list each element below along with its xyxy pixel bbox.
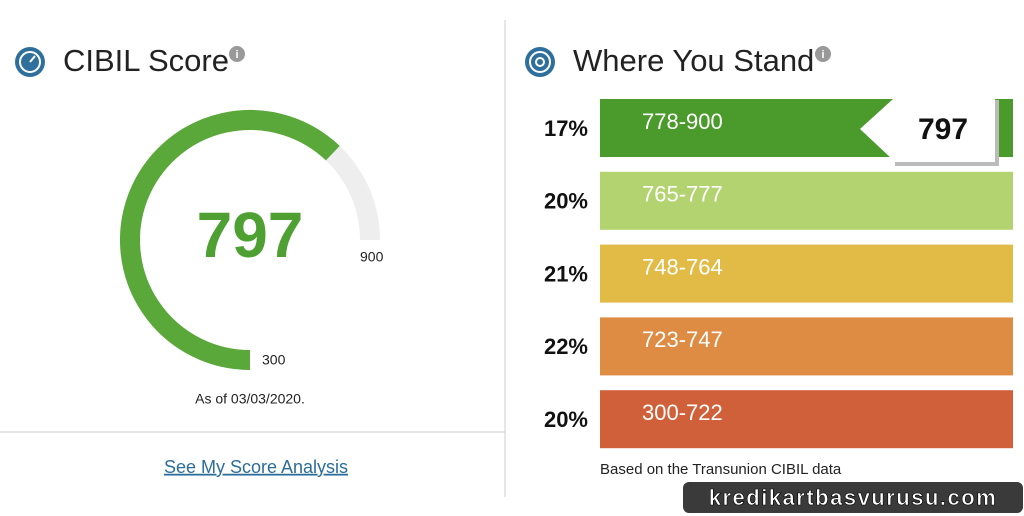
- gauge-icon: [15, 47, 45, 77]
- percent-label: 22%: [544, 334, 588, 359]
- score-gauge: [120, 110, 380, 370]
- marker-score: 797: [918, 113, 968, 146]
- score-distribution: 17% 778-900 20% 765-777 21% 748-764 22% 723-747…: [544, 99, 1013, 449]
- score-marker: [860, 99, 995, 160]
- percent-label: 21%: [544, 261, 588, 286]
- range-label: 778-900: [642, 109, 723, 134]
- svg-text:i: i: [235, 49, 238, 61]
- gauge-fill: [120, 110, 340, 370]
- info-icon[interactable]: i: [229, 46, 245, 62]
- gauge-min-label: 300: [262, 352, 286, 368]
- as-of-date: As of 03/03/2020.: [195, 391, 305, 407]
- watermark: kredikartbasvurusu.com: [709, 485, 998, 510]
- info-icon[interactable]: i: [815, 46, 831, 62]
- range-bar: [600, 171, 1013, 230]
- panel-title: Where You Stand: [573, 43, 814, 78]
- range-label: 723-747: [642, 327, 723, 352]
- range-bar: [600, 317, 1013, 376]
- percent-label: 17%: [544, 116, 588, 141]
- range-label: 300-722: [642, 400, 723, 425]
- data-note: Based on the Transunion CIBIL data: [600, 461, 842, 478]
- svg-text:i: i: [821, 49, 824, 61]
- range-label: 765-777: [642, 182, 723, 207]
- score-value: 797: [197, 199, 304, 271]
- gauge-max-label: 900: [360, 249, 384, 265]
- score-analysis-link[interactable]: See My Score Analysis: [164, 457, 348, 477]
- percent-label: 20%: [544, 407, 588, 432]
- range-label: 748-764: [642, 254, 723, 279]
- range-bar: [600, 390, 1013, 449]
- watermark-box: [683, 482, 1023, 513]
- range-bar: [600, 244, 1013, 303]
- percent-label: 20%: [544, 189, 588, 214]
- stand-icon: [525, 47, 555, 77]
- panel-title: CIBIL Score: [63, 43, 229, 78]
